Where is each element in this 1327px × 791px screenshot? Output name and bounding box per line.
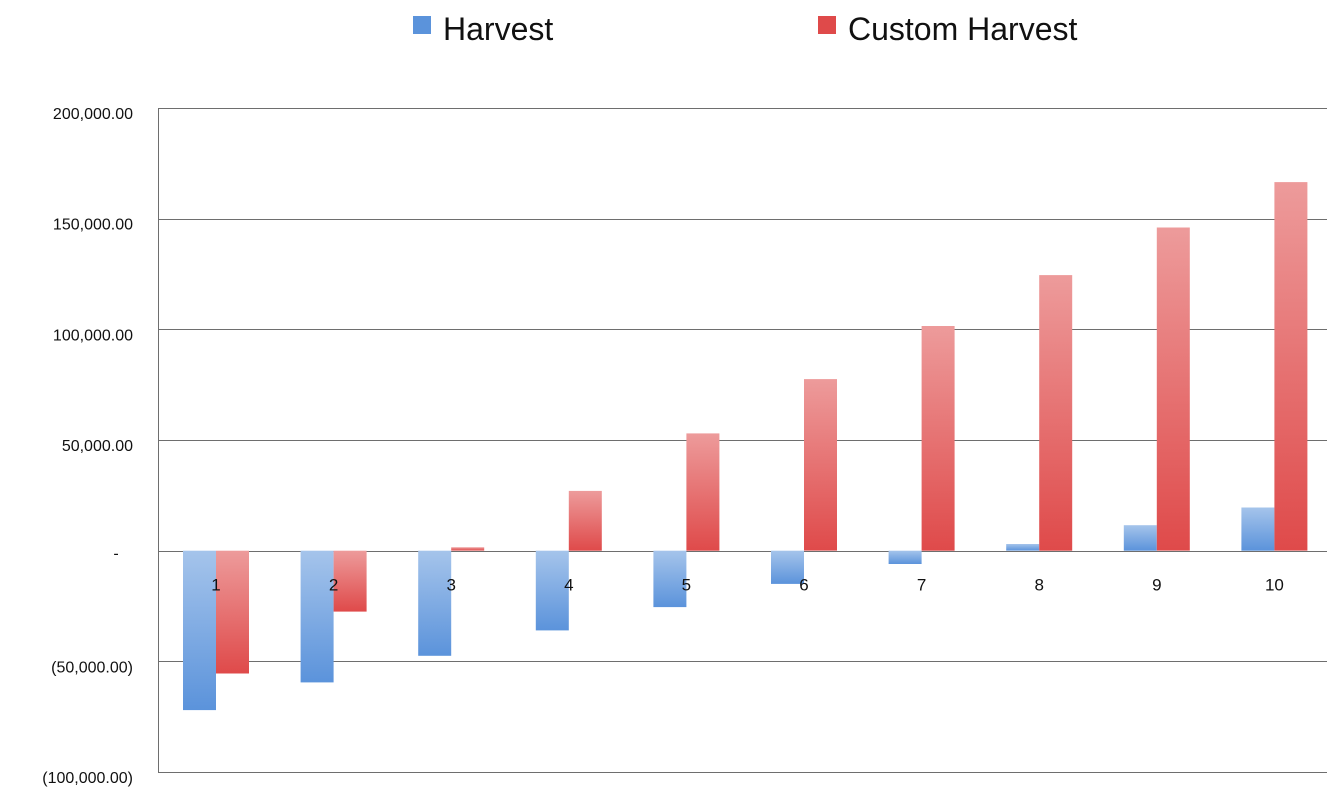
legend-swatch — [818, 16, 836, 34]
y-tick-label: - — [113, 546, 118, 563]
legend-label: Custom Harvest — [848, 11, 1078, 47]
bar-custom-harvest-8 — [1039, 275, 1073, 551]
bar-harvest-5 — [653, 550, 687, 608]
bar-custom-harvest-5 — [686, 433, 720, 551]
bar-custom-harvest-10 — [1274, 182, 1308, 551]
x-category-label: 3 — [446, 576, 455, 595]
bar-harvest-3 — [418, 550, 452, 656]
y-tick-label: 50,000.00 — [62, 438, 133, 455]
bar-custom-harvest-1 — [216, 550, 249, 674]
y-tick-label: 150,000.00 — [53, 217, 133, 234]
bar-harvest-7 — [888, 550, 922, 564]
legend: Harvest Custom Harvest — [413, 11, 1078, 47]
y-tick-label: (50,000.00) — [51, 659, 133, 676]
y-tick-label: 100,000.00 — [53, 327, 133, 344]
bar-custom-harvest-2 — [333, 550, 367, 612]
bar-harvest-9 — [1123, 525, 1157, 551]
bar-custom-harvest-4 — [568, 490, 602, 551]
bar-harvest-4 — [535, 550, 569, 631]
bar-custom-harvest-9 — [1156, 227, 1190, 551]
x-axis-category-labels: 1 2 3 4 5 6 7 8 9 10 — [211, 576, 1284, 595]
bar-harvest-2 — [300, 550, 334, 683]
x-category-label: 8 — [1034, 576, 1043, 595]
x-category-label: 4 — [564, 576, 573, 595]
x-category-label: 1 — [211, 576, 220, 595]
legend-item-1: Harvest — [413, 11, 553, 47]
x-category-label: 6 — [799, 576, 808, 595]
x-category-label: 9 — [1152, 576, 1161, 595]
bars — [183, 182, 1308, 711]
x-category-label: 5 — [682, 576, 691, 595]
bar-harvest-8 — [1006, 544, 1040, 551]
y-axis-tick-labels: 200,000.00 150,000.00 100,000.00 50,000.00 -… — [42, 106, 133, 787]
x-category-label: 2 — [329, 576, 338, 595]
legend-label: Harvest — [443, 11, 553, 47]
legend-item-2: Custom Harvest — [818, 11, 1078, 47]
bar-custom-harvest-7 — [921, 326, 955, 551]
y-tick-label: (100,000.00) — [42, 770, 133, 787]
bar-custom-harvest-6 — [804, 379, 837, 551]
x-category-label: 7 — [917, 576, 926, 595]
x-category-label: 10 — [1265, 576, 1284, 595]
bar-harvest-6 — [771, 550, 804, 584]
bar-harvest-10 — [1241, 507, 1275, 551]
bar-harvest-1 — [183, 550, 216, 711]
legend-swatch — [413, 16, 431, 34]
bar-custom-harvest-3 — [451, 547, 485, 551]
y-tick-label: 200,000.00 — [53, 106, 133, 123]
